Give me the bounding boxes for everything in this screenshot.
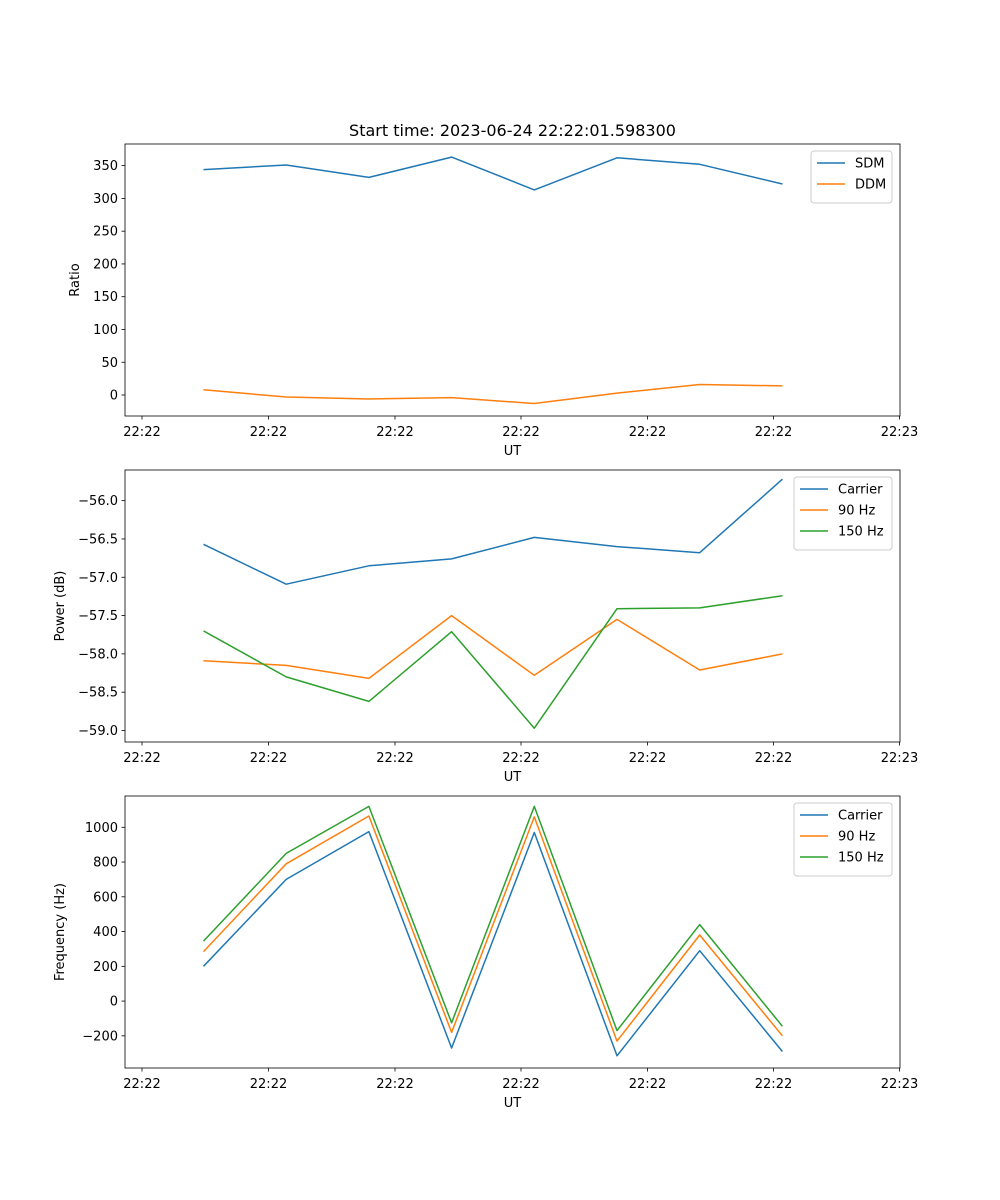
legend: Carrier 90 Hz 150 Hz (793, 802, 893, 877)
y-tick-label: −58.5 (78, 686, 118, 701)
x-tick-label: 22:22 (502, 425, 539, 440)
x-tick-label: 22:22 (123, 425, 160, 440)
y-tick-label: 0 (110, 389, 118, 404)
legend-frame (810, 150, 893, 204)
x-tick-label: 22:22 (629, 751, 666, 766)
y-tick-label: 800 (93, 856, 118, 871)
legend: Carrier 90 Hz 150 Hz (793, 476, 893, 551)
x-tick-label: 22:22 (123, 751, 160, 766)
x-axis-label: UT (504, 1096, 522, 1111)
series-line-ddm (203, 383, 783, 405)
series-line-carrier (202, 830, 783, 1057)
x-tick-label: 22:22 (376, 751, 413, 766)
x-tick-label: 22:22 (250, 751, 287, 766)
y-axis-label: Power (dB) (53, 571, 68, 642)
series-line-sdm (203, 156, 783, 191)
legend-label: Carrier (838, 483, 883, 498)
series-line-carrier (203, 478, 783, 585)
y-tick-label: 300 (93, 192, 118, 207)
subplot-3: −200 0 200 400 600 800 1000 22:22 22:22 22:22 22:2… (53, 795, 918, 1111)
legend-label: DDM (855, 178, 886, 193)
legend: SDM DDM (810, 150, 893, 204)
legend-label: SDM (855, 157, 884, 172)
y-tick-label: 0 (110, 995, 118, 1010)
x-tick-label: 22:22 (123, 1077, 160, 1092)
y-tick-label: −200 (82, 1029, 118, 1044)
y-tick-label: 200 (93, 257, 118, 272)
series-line-90-hz (203, 614, 783, 680)
y-tick-label: 400 (93, 925, 118, 940)
x-axis-label: UT (504, 444, 522, 459)
y-tick-label: 100 (93, 323, 118, 338)
y-tick-label: 600 (93, 890, 118, 905)
axes-frame (124, 469, 901, 743)
x-tick-label: 22:23 (881, 751, 918, 766)
subplots: 0 50 100 150 200 250 300 350 22:22 22:22 22:22 22:2… (53, 143, 918, 1111)
legend-label: 90 Hz (838, 504, 875, 519)
y-tick-label: 150 (93, 290, 118, 305)
axes-frame (124, 795, 901, 1069)
x-tick-label: 22:22 (755, 751, 792, 766)
legend-label: Carrier (838, 809, 883, 824)
y-tick-label: −56.0 (78, 494, 118, 509)
y-tick-label: −58.0 (78, 647, 118, 662)
legend-label: 90 Hz (838, 830, 875, 845)
y-tick-label: −57.0 (78, 571, 118, 586)
x-tick-label: 22:22 (376, 425, 413, 440)
legend-label: 150 Hz (838, 525, 884, 540)
series-line-150-hz (202, 805, 783, 1032)
x-tick-label: 22:22 (629, 1077, 666, 1092)
y-tick-label: −56.5 (78, 532, 118, 547)
y-tick-label: 50 (101, 356, 118, 371)
y-tick-label: −59.0 (78, 724, 118, 739)
x-tick-label: 22:22 (755, 425, 792, 440)
y-tick-label: 1000 (85, 821, 118, 836)
x-tick-label: 22:23 (881, 1077, 918, 1092)
axes-frame (124, 143, 901, 417)
x-tick-label: 22:22 (502, 1077, 539, 1092)
y-axis-label: Ratio (68, 263, 83, 296)
x-tick-label: 22:23 (881, 425, 918, 440)
x-axis-label: UT (504, 770, 522, 785)
legend-label: 150 Hz (838, 851, 884, 866)
y-tick-label: −57.5 (78, 609, 118, 624)
x-tick-label: 22:22 (250, 425, 287, 440)
y-tick-label: 200 (93, 960, 118, 975)
x-tick-label: 22:22 (250, 1077, 287, 1092)
subplot-2: −59.0 −58.5 −58.0 −57.5 −57.0 −56.5 −56.0 22:22… (53, 469, 918, 785)
subplot-1: 0 50 100 150 200 250 300 350 22:22 22:22 22:22 22:2… (68, 143, 918, 459)
x-tick-label: 22:22 (629, 425, 666, 440)
y-axis-label: Frequency (Hz) (53, 883, 68, 981)
x-tick-label: 22:22 (502, 751, 539, 766)
x-tick-label: 22:22 (376, 1077, 413, 1092)
y-tick-label: 250 (93, 225, 118, 240)
series-line-90-hz (202, 815, 783, 1042)
y-tick-label: 350 (93, 159, 118, 174)
figure-title: Start time: 2023-06-24 22:22:01.598300 (349, 121, 676, 140)
series-line-150-hz (203, 594, 783, 729)
x-tick-label: 22:22 (755, 1077, 792, 1092)
